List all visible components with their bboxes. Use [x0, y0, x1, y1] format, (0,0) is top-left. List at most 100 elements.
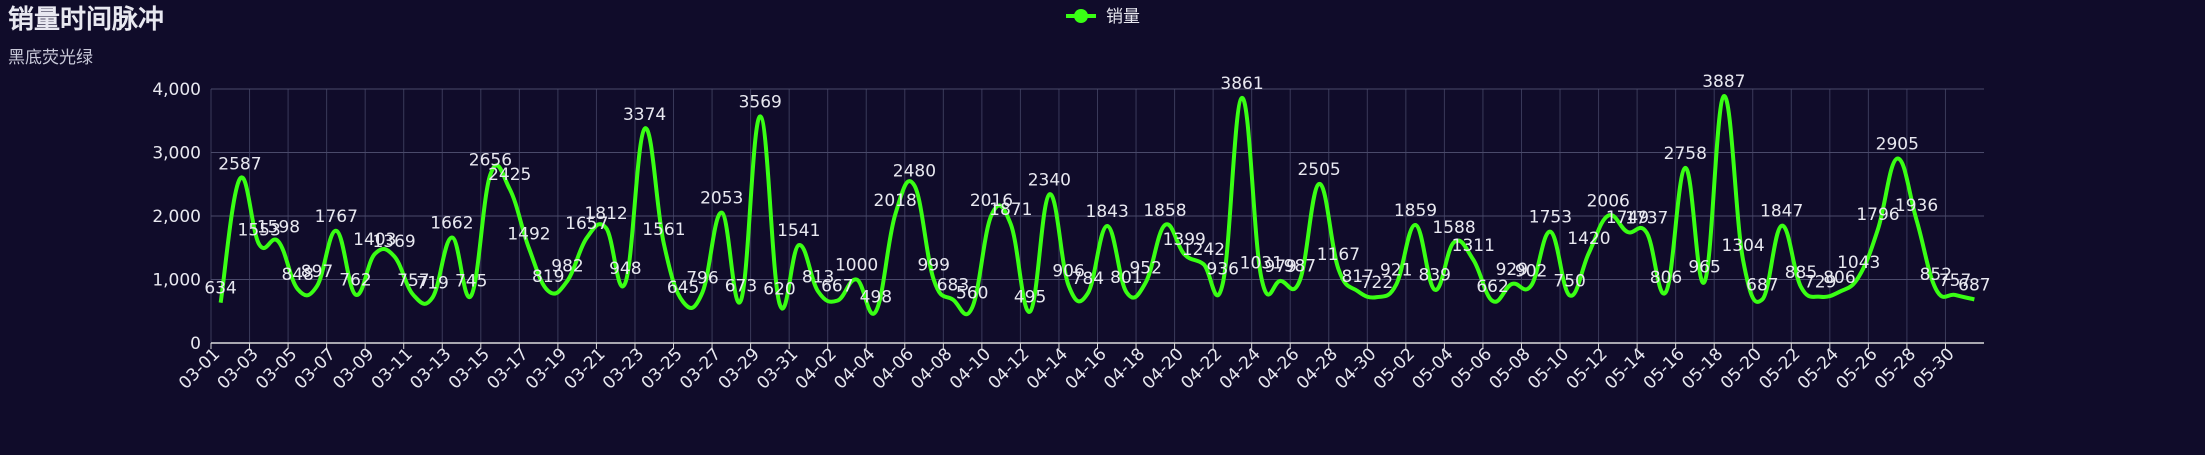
- y-tick-label: 3,000: [152, 144, 201, 164]
- data-label: 806: [1823, 268, 1855, 288]
- data-label: 495: [1014, 288, 1046, 308]
- data-label: 1847: [1760, 202, 1803, 222]
- data-label: 897: [301, 262, 333, 282]
- data-label: 662: [1476, 277, 1508, 297]
- data-label: 806: [1650, 268, 1682, 288]
- data-label: 1420: [1567, 229, 1610, 249]
- data-label: 1000: [835, 256, 878, 276]
- data-label: 1871: [989, 200, 1032, 220]
- y-tick-label: 2,000: [152, 207, 201, 227]
- data-label: 1369: [372, 232, 415, 252]
- data-label: 2505: [1297, 160, 1340, 180]
- data-label: 2758: [1664, 144, 1707, 164]
- data-label: 1031: [1240, 254, 1283, 274]
- data-label: 948: [609, 259, 641, 279]
- data-label: 1767: [315, 207, 358, 227]
- data-label: 817: [1341, 267, 1373, 287]
- data-label: 929: [1496, 260, 1528, 280]
- data-label: 3887: [1702, 72, 1745, 92]
- data-label: 2905: [1876, 135, 1919, 155]
- data-label: 2006: [1587, 192, 1630, 212]
- data-label: 750: [1553, 271, 1585, 291]
- data-label: 2016: [970, 191, 1013, 211]
- data-label: 839: [1419, 266, 1451, 286]
- data-label: 1403: [353, 230, 396, 250]
- data-label: 1662: [430, 213, 473, 233]
- data-label: 819: [532, 267, 564, 287]
- data-label: 2018: [874, 191, 917, 211]
- data-label: 722: [1361, 273, 1393, 293]
- data-label: 1304: [1721, 236, 1764, 256]
- data-label: 999: [917, 256, 949, 276]
- data-label: 784: [1072, 269, 1104, 289]
- data-label: 2587: [218, 155, 261, 175]
- data-label: 667: [821, 277, 853, 297]
- legend[interactable]: 销量: [1066, 7, 1140, 27]
- data-label: 1561: [642, 220, 685, 240]
- data-label: 848: [281, 265, 313, 285]
- y-tick-label: 4,000: [152, 80, 201, 100]
- data-label: 2053: [700, 189, 743, 209]
- data-label: 979: [1264, 257, 1296, 277]
- data-label: 757: [397, 271, 429, 291]
- line: [218, 94, 1975, 317]
- data-label: 745: [455, 272, 487, 292]
- data-label: 936: [1207, 260, 1239, 280]
- data-label: 1167: [1317, 245, 1360, 265]
- data-label: 921: [1380, 261, 1412, 281]
- data-label: 1812: [584, 204, 627, 224]
- data-label: 1492: [507, 224, 550, 244]
- data-label: 2340: [1028, 170, 1071, 190]
- data-label: 1749: [1606, 208, 1649, 228]
- data-label: 673: [725, 276, 757, 296]
- data-label: 620: [763, 280, 795, 300]
- legend-marker: [1074, 9, 1088, 23]
- data-label: 1796: [1856, 205, 1899, 225]
- data-label: 1399: [1163, 230, 1206, 250]
- data-label: 762: [339, 271, 371, 291]
- chart-title: 销量时间脉冲: [8, 5, 164, 35]
- data-label: 645: [667, 278, 699, 298]
- data-label: 1753: [1529, 208, 1572, 228]
- data-label: 852: [1920, 265, 1952, 285]
- data-label: 801: [1110, 268, 1142, 288]
- data-label: 719: [416, 273, 448, 293]
- data-label: 687: [1746, 275, 1778, 295]
- data-label: 885: [1785, 263, 1817, 283]
- data-label: 1043: [1837, 253, 1880, 273]
- data-label: 683: [937, 276, 969, 296]
- data-label: 796: [686, 268, 718, 288]
- data-label: 560: [956, 283, 988, 303]
- data-label: 2425: [488, 165, 531, 185]
- data-label: 906: [1052, 261, 1084, 281]
- data-label: 1858: [1143, 201, 1186, 221]
- data-label: 1936: [1895, 196, 1938, 216]
- data-label: 498: [860, 287, 892, 307]
- data-label: 1553: [238, 220, 281, 240]
- data-label: 1657: [565, 214, 608, 234]
- data-label: 729: [1804, 273, 1836, 293]
- data-label: 3374: [623, 105, 666, 125]
- data-label: 1311: [1452, 236, 1495, 256]
- data-label: 757: [1939, 271, 1971, 291]
- data-label: 813: [802, 267, 834, 287]
- data-label: 1541: [777, 221, 820, 241]
- data-label: 965: [1688, 258, 1720, 278]
- data-label: 1598: [257, 218, 300, 238]
- y-tick-label: 1,000: [152, 271, 201, 291]
- data-label: 987: [1284, 256, 1316, 276]
- data-label: 1242: [1182, 240, 1225, 260]
- data-label: 3861: [1220, 74, 1263, 94]
- data-label: 2480: [893, 162, 936, 182]
- legend-label[interactable]: 销量: [1106, 7, 1140, 27]
- data-label: 1843: [1086, 202, 1129, 222]
- y-tick-label: 0: [190, 334, 201, 354]
- data-label: 3569: [739, 92, 782, 112]
- data-label: 1737: [1625, 209, 1668, 229]
- data-label: 687: [1958, 275, 1990, 295]
- data-label: 1859: [1394, 201, 1437, 221]
- data-label: 902: [1515, 262, 1547, 282]
- data-label: 2656: [469, 150, 512, 170]
- data-label: 634: [204, 279, 236, 299]
- data-label: 952: [1129, 259, 1161, 279]
